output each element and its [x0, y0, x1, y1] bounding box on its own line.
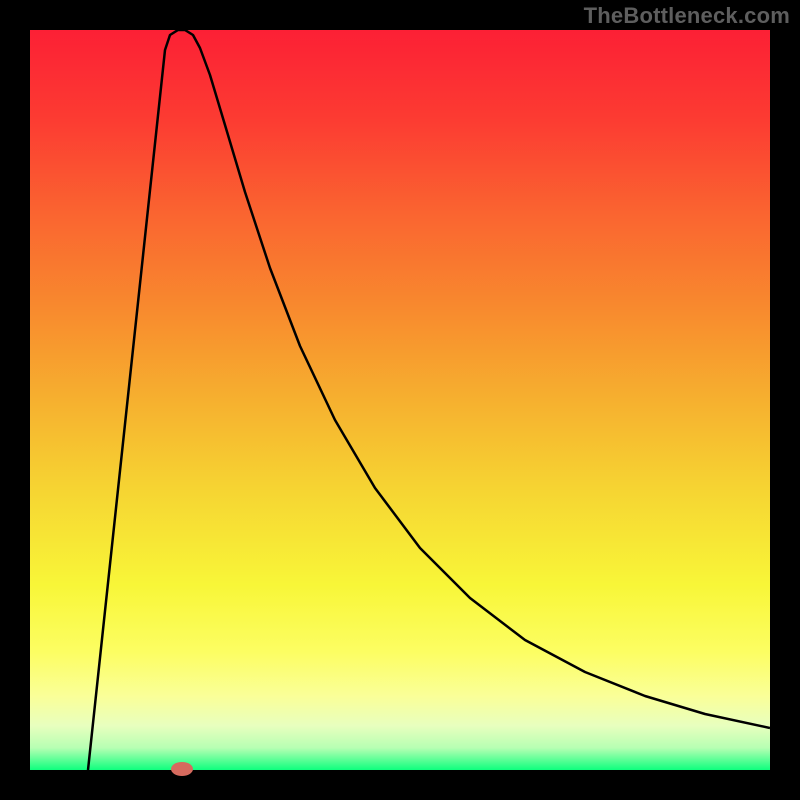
bottleneck-curve — [30, 30, 770, 770]
chart-container: TheBottleneck.com — [0, 0, 800, 800]
plot-area — [30, 30, 770, 770]
watermark-text: TheBottleneck.com — [584, 3, 790, 29]
optimum-marker — [171, 762, 193, 776]
